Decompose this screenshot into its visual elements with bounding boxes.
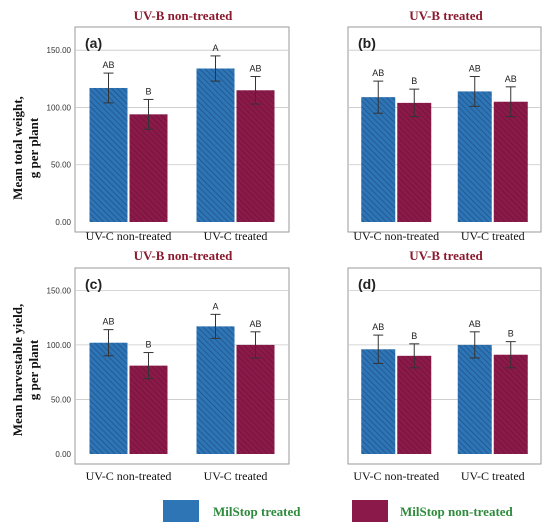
bar-milstop-treated-uv-c-non-treated — [89, 87, 128, 223]
legend-label-milstop-treated: MilStop treated — [213, 504, 301, 519]
significance-letter: AB — [102, 60, 114, 70]
significance-letter: A — [212, 43, 218, 53]
category-label-uv-c-non-treated: UV-C non-treated — [86, 229, 172, 243]
y-tick-label: 150.00 — [47, 46, 72, 55]
bar-milstop-non-treated-uv-c-non-treated — [397, 102, 432, 222]
significance-letter: B — [145, 340, 151, 350]
panel-letter: (c) — [85, 276, 102, 292]
panel-letter: (b) — [358, 35, 376, 51]
significance-letter: AB — [469, 64, 481, 74]
panel-title: UV-B treated — [409, 248, 483, 263]
bar-milstop-non-treated-uv-c-treated — [236, 90, 275, 222]
ylabel-bottom-line1: Mean harvestable yield, — [10, 304, 25, 437]
significance-letter: AB — [372, 322, 384, 332]
bar-milstop-non-treated-uv-c-treated — [236, 344, 275, 454]
bar-milstop-treated-uv-c-treated — [457, 91, 492, 222]
significance-letter: AB — [372, 68, 384, 78]
legend-swatch-milstop-treated — [163, 500, 199, 522]
bar-milstop-non-treated-uv-c-non-treated — [129, 114, 168, 222]
category-label-uv-c-treated: UV-C treated — [204, 229, 268, 243]
bar-milstop-non-treated-uv-c-non-treated — [129, 365, 168, 454]
category-label-uv-c-non-treated: UV-C non-treated — [353, 469, 439, 483]
category-label-uv-c-treated: UV-C treated — [461, 229, 525, 243]
y-tick-label: 0.00 — [55, 450, 71, 459]
bar-milstop-treated-uv-c-non-treated — [89, 342, 128, 454]
ylabel-top-line1: Mean total weight, — [10, 96, 25, 200]
legend: MilStop treated MilStop non-treated — [163, 500, 514, 522]
significance-letter: AB — [249, 64, 261, 74]
y-tick-label: 100.00 — [47, 103, 72, 112]
bar-milstop-treated-uv-c-treated — [196, 326, 235, 454]
significance-letter: AB — [505, 74, 517, 84]
significance-letter: AB — [249, 319, 261, 329]
ylabel-top-line2: g per plant — [26, 117, 41, 178]
legend-swatch-milstop-non-treated — [352, 500, 388, 522]
panel-c: UV-B non-treated 0.00 50.00 100.00 150.00 AB B… — [47, 248, 290, 483]
panel-letter: (d) — [358, 276, 376, 292]
ylabel-bottom-line2: g per plant — [26, 339, 41, 400]
significance-letter: AB — [102, 317, 114, 327]
panel-letter: (a) — [85, 35, 102, 51]
panel-b: UV-B treated AB B UV-C non-treated AB AB UV-C … — [347, 8, 542, 243]
significance-letter: B — [508, 329, 514, 339]
significance-letter: A — [212, 301, 218, 311]
ylabel-bottom: Mean harvestable yield, g per plant — [10, 304, 41, 437]
category-label-uv-c-non-treated: UV-C non-treated — [353, 229, 439, 243]
bar-milstop-non-treated-uv-c-non-treated — [397, 355, 432, 454]
significance-letter: B — [145, 86, 151, 96]
panel-d: UV-B treated AB B UV-C non-treated AB B UV-C t… — [347, 248, 542, 483]
y-tick-label: 100.00 — [47, 341, 72, 350]
bar-milstop-non-treated-uv-c-treated — [493, 101, 528, 222]
significance-letter: AB — [469, 319, 481, 329]
panel-title: UV-B treated — [409, 8, 483, 23]
y-tick-label: 50.00 — [51, 161, 72, 170]
y-tick-label: 50.00 — [51, 395, 72, 404]
category-label-uv-c-treated: UV-C treated — [461, 469, 525, 483]
panel-a: UV-B non-treated 0.00 50.00 100.00 150.00 AB B… — [47, 8, 290, 243]
bar-milstop-treated-uv-c-treated — [457, 344, 492, 454]
category-label-uv-c-non-treated: UV-C non-treated — [86, 469, 172, 483]
y-tick-label: 0.00 — [55, 218, 71, 227]
panel-title: UV-B non-treated — [134, 8, 234, 23]
significance-letter: B — [411, 76, 417, 86]
panels: UV-B non-treated0.0050.00100.00150.00ABB… — [47, 8, 542, 483]
bar-milstop-non-treated-uv-c-treated — [493, 354, 528, 454]
legend-label-milstop-non-treated: MilStop non-treated — [400, 504, 514, 519]
y-tick-label: 150.00 — [47, 286, 72, 295]
bar-milstop-treated-uv-c-non-treated — [361, 349, 396, 454]
ylabel-top: Mean total weight, g per plant — [10, 96, 41, 200]
category-label-uv-c-treated: UV-C treated — [204, 469, 268, 483]
bar-milstop-treated-uv-c-non-treated — [361, 97, 396, 222]
significance-letter: B — [411, 331, 417, 341]
panel-title: UV-B non-treated — [134, 248, 234, 263]
bar-milstop-treated-uv-c-treated — [196, 68, 235, 222]
